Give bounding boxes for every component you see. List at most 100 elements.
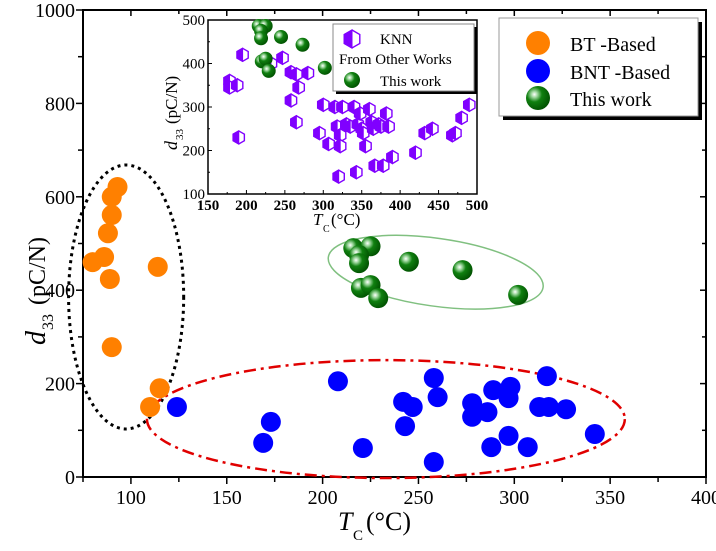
knn-point	[409, 145, 422, 161]
bt-point	[101, 337, 122, 358]
bnt-point	[327, 371, 348, 392]
knn-point	[336, 99, 349, 115]
inset-x-tick-label: 350	[350, 198, 373, 214]
bt-point	[101, 205, 122, 226]
knn-point	[333, 138, 347, 154]
main-ylabel-unit: (pC/N)	[25, 237, 51, 305]
inset-x-axis: 150 200 250 300 350 400 450 500	[197, 190, 489, 214]
knn-point	[379, 106, 393, 121]
main-y-tick-label: 800	[45, 93, 75, 115]
main-y-axis: 0 200 400 600 800 1000	[35, 0, 706, 489]
main-xlabel-main: T	[338, 507, 354, 536]
bnt-point	[423, 452, 444, 473]
inset-ylabel-main: d	[161, 140, 181, 150]
knn-point	[284, 93, 298, 108]
legend-label-bnt: BNT -Based	[570, 62, 670, 84]
bnt-point	[352, 438, 373, 459]
inset-y-tick-label: 100	[183, 187, 206, 203]
legend-marker-bnt	[526, 59, 550, 83]
bt-point	[149, 378, 170, 399]
main-xlabel-unit: (°C)	[366, 507, 411, 536]
bnt-point	[253, 432, 274, 453]
legend-label-knn: KNN	[380, 32, 413, 48]
inset-this-work-point	[274, 29, 289, 44]
main-x-tick-label: 250	[403, 487, 433, 509]
inset-xlabel-unit: (°C)	[331, 210, 360, 229]
bnt-point	[427, 387, 448, 408]
inset-y-tick-label: 300	[183, 100, 206, 116]
main-x-tick-label: 200	[308, 487, 338, 509]
this-work-enclosure-ellipse	[327, 234, 544, 310]
inset-xlabel-main: T	[313, 210, 324, 229]
main-y-axis-label: d 33 (pC/N)	[21, 237, 57, 345]
knn-point	[449, 125, 462, 141]
bt-point	[99, 268, 120, 289]
knn-point	[232, 130, 246, 145]
inset-x-tick-label: 250	[274, 198, 297, 214]
knn-point	[230, 77, 244, 93]
legend-label-this-work: This work	[570, 89, 652, 111]
this-work-point	[452, 260, 473, 281]
inset-y-tick-label: 200	[183, 144, 206, 160]
knn-point	[290, 114, 303, 130]
knn-point	[376, 158, 390, 174]
knn-point	[455, 110, 468, 126]
inset-ylabel-unit: (pC/N)	[162, 76, 181, 124]
knn-legend-hexagon	[343, 29, 361, 49]
main-y-tick-label: 600	[45, 187, 75, 209]
bnt-point	[498, 425, 519, 446]
knn-point	[350, 164, 363, 180]
legend-marker-bt	[526, 31, 550, 55]
knn-point	[363, 101, 376, 117]
legend-marker-inset-this-work	[344, 72, 360, 88]
inset-x-tick-label: 150	[197, 198, 220, 214]
inset-this-work-point	[254, 31, 269, 46]
inset-x-tick-label: 300	[312, 198, 335, 214]
bnt-point	[481, 437, 502, 458]
bnt-point	[498, 388, 519, 409]
inset-legend: KNN From Other Works This work	[332, 23, 477, 94]
legend-label-inset-this-work: This work	[380, 74, 442, 90]
bt-point	[147, 256, 168, 277]
main-y-tick-label: 1000	[35, 0, 75, 22]
inset-plot: 150 200 250 300 350 400 450 500 100 200 300 400 500…	[161, 13, 488, 235]
bnt-point	[556, 399, 577, 420]
main-y-tick-label: 0	[65, 467, 75, 489]
bnt-point	[402, 396, 423, 417]
legend-title-other-works: From Other Works	[339, 52, 452, 68]
main-x-tick-label: 350	[595, 487, 625, 509]
main-y-tick-label: 200	[45, 374, 75, 396]
inset-this-work-point	[261, 63, 276, 78]
bnt-point	[517, 437, 538, 458]
bnt-point	[477, 402, 498, 423]
main-annotations	[67, 163, 627, 480]
inset-y-axis: 100 200 300 400 500	[183, 13, 212, 203]
main-x-tick-label: 150	[212, 487, 242, 509]
legend-marker-this-work	[526, 86, 550, 110]
inset-y-axis-label: d 33 (pC/N)	[161, 76, 186, 150]
main-ylabel-main: d	[21, 330, 52, 345]
bnt-point	[260, 411, 281, 432]
inset-this-work-point	[258, 51, 273, 66]
bnt-enclosure-ellipse	[145, 358, 627, 480]
main-series	[82, 176, 605, 473]
this-work-point	[368, 288, 389, 309]
bnt-point	[166, 396, 187, 417]
bnt-point	[423, 367, 444, 388]
legend-label-bt: BT -Based	[570, 34, 656, 56]
bnt-point	[584, 424, 605, 445]
knn-point	[290, 67, 303, 82]
knn-point	[462, 97, 476, 113]
inset-x-tick-label: 500	[466, 198, 489, 214]
bt-enclosure-ellipse	[67, 163, 186, 431]
bnt-point	[395, 416, 416, 437]
inset-x-tick-label: 200	[235, 198, 258, 214]
main-ylabel-sub: 33	[40, 314, 57, 330]
knn-point	[426, 121, 439, 137]
main-x-axis: 100 150 200 250 300 350 400	[82, 10, 716, 509]
main-x-tick-label: 300	[499, 487, 529, 509]
main-x-axis-label: T C (°C)	[338, 507, 411, 544]
bt-point	[97, 223, 118, 244]
knn-point	[332, 169, 345, 184]
main-x-tick-label: 400	[691, 487, 716, 509]
